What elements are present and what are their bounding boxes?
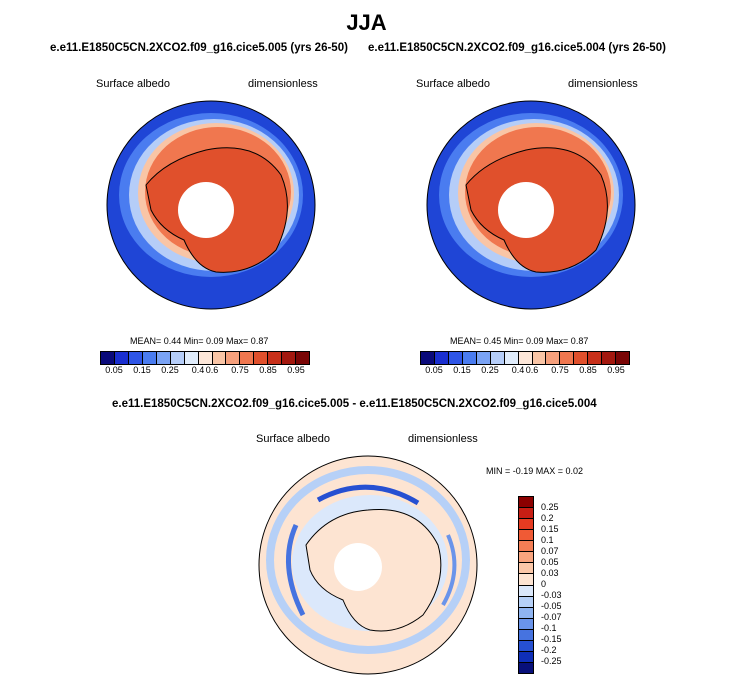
colorbar-swatch bbox=[559, 352, 574, 364]
colorbar-tick-label: 0.75 bbox=[231, 365, 249, 375]
colorbar-tick-label: 0.25 bbox=[161, 365, 179, 375]
main-title: JJA bbox=[346, 10, 387, 35]
colorbar-swatch bbox=[169, 352, 184, 364]
panel-2-polar-map bbox=[426, 100, 636, 310]
colorbar-swatch bbox=[253, 352, 268, 364]
colorbar-swatch bbox=[519, 595, 533, 607]
colorbar-swatch bbox=[239, 352, 254, 364]
colorbar-swatch bbox=[519, 628, 533, 640]
diff-colorbar bbox=[518, 496, 534, 674]
colorbar-tick-label: 0.03 bbox=[541, 568, 559, 578]
panel-2-stats: MEAN= 0.45 Min= 0.09 Max= 0.87 bbox=[450, 336, 589, 346]
colorbar-swatch bbox=[101, 352, 114, 364]
colorbar-tick-label: -0.25 bbox=[541, 656, 562, 666]
colorbar-tick-label: -0.07 bbox=[541, 612, 562, 622]
colorbar-swatch bbox=[225, 352, 240, 364]
diff-panel-title: e.e11.E1850C5CN.2XCO2.f09_g16.cice5.005 … bbox=[112, 398, 597, 410]
colorbar-tick-label: 0.07 bbox=[541, 546, 559, 556]
colorbar-tick-label: 0.05 bbox=[541, 557, 559, 567]
colorbar-swatch bbox=[601, 352, 616, 364]
colorbar-tick-label: 0.4 bbox=[511, 365, 525, 375]
colorbar-tick-label: 0.25 bbox=[481, 365, 499, 375]
colorbar-tick-label: -0.15 bbox=[541, 634, 562, 644]
colorbar-tick-label: 0.4 bbox=[191, 365, 205, 375]
panel-1-units-label: dimensionless bbox=[248, 78, 318, 90]
colorbar-swatch bbox=[531, 352, 546, 364]
colorbar-swatch bbox=[519, 507, 533, 519]
colorbar-swatch bbox=[295, 352, 310, 364]
colorbar-tick-label: 0.95 bbox=[607, 365, 625, 375]
colorbar-tick-label: -0.2 bbox=[541, 645, 557, 655]
colorbar-swatch bbox=[545, 352, 560, 364]
colorbar-swatch bbox=[519, 518, 533, 530]
colorbar-swatch bbox=[519, 497, 533, 508]
colorbar-tick-label: 0 bbox=[541, 579, 547, 589]
panel-2-variable-label: Surface albedo bbox=[416, 78, 490, 90]
colorbar-swatch bbox=[281, 352, 296, 364]
colorbar-swatch bbox=[519, 650, 533, 662]
colorbar-swatch bbox=[155, 352, 170, 364]
colorbar-swatch bbox=[197, 352, 212, 364]
colorbar-tick-label: 0.05 bbox=[105, 365, 123, 375]
colorbar-tick-label: -0.03 bbox=[541, 590, 562, 600]
colorbar-tick-label: 0.85 bbox=[259, 365, 277, 375]
colorbar-swatch bbox=[519, 573, 533, 585]
colorbar-swatch bbox=[447, 352, 462, 364]
colorbar-swatch bbox=[519, 562, 533, 574]
colorbar-swatch bbox=[519, 639, 533, 651]
colorbar-swatch bbox=[519, 584, 533, 596]
colorbar-swatch bbox=[573, 352, 588, 364]
panel-2-title: e.e11.E1850C5CN.2XCO2.f09_g16.cice5.004 … bbox=[368, 42, 666, 54]
colorbar-swatch bbox=[503, 352, 518, 364]
diff-colorbar-ticks: 0.25 0.2 0.15 0.1 0.07 0.05 0.03 0 -0.03 -0.05 -0.… bbox=[541, 496, 581, 672]
colorbar-swatch bbox=[267, 352, 282, 364]
colorbar-tick-label: -0.05 bbox=[541, 601, 562, 611]
colorbar-tick-label: 0.75 bbox=[551, 365, 569, 375]
colorbar-tick-label: 0.15 bbox=[541, 524, 559, 534]
colorbar-swatch bbox=[433, 352, 448, 364]
panel-1-title: e.e11.E1850C5CN.2XCO2.f09_g16.cice5.005 … bbox=[50, 42, 348, 54]
diff-panel-stats: MIN = -0.19 MAX = 0.02 bbox=[486, 466, 584, 476]
colorbar-swatch bbox=[475, 352, 490, 364]
colorbar-swatch bbox=[461, 352, 476, 364]
colorbar-swatch bbox=[587, 352, 602, 364]
colorbar-tick-label: 0.6 bbox=[205, 365, 219, 375]
colorbar-swatch bbox=[519, 551, 533, 563]
colorbar-tick-label: 0.15 bbox=[453, 365, 471, 375]
colorbar-swatch bbox=[183, 352, 198, 364]
colorbar-swatch bbox=[211, 352, 226, 364]
colorbar-swatch bbox=[141, 352, 156, 364]
colorbar-swatch bbox=[615, 352, 630, 364]
colorbar-tick-label: 0.6 bbox=[525, 365, 539, 375]
colorbar-tick-label: 0.95 bbox=[287, 365, 305, 375]
colorbar-swatch bbox=[519, 540, 533, 552]
colorbar-swatch bbox=[127, 352, 142, 364]
colorbar-swatch bbox=[519, 617, 533, 629]
colorbar-swatch bbox=[519, 529, 533, 541]
panel-1-polar-map bbox=[106, 100, 316, 310]
panel-2-colorbar: 0.05 0.15 0.25 0.4 0.6 0.75 0.85 0.95 bbox=[420, 351, 630, 377]
colorbar-swatch bbox=[519, 606, 533, 618]
panel-1-colorbar: 0.05 0.15 0.25 0.4 0.6 0.75 0.85 0.95 bbox=[100, 351, 310, 377]
colorbar-swatch bbox=[489, 352, 504, 364]
colorbar-tick-label: 0.1 bbox=[541, 535, 554, 545]
colorbar-tick-label: 0.15 bbox=[133, 365, 151, 375]
colorbar-tick-label: 0.25 bbox=[541, 502, 559, 512]
colorbar-swatch bbox=[113, 352, 128, 364]
colorbar-swatch bbox=[519, 661, 533, 673]
panel-2-units-label: dimensionless bbox=[568, 78, 638, 90]
diff-panel-variable-label: Surface albedo bbox=[256, 433, 330, 445]
colorbar-tick-label: 0.05 bbox=[425, 365, 443, 375]
colorbar-tick-label: -0.1 bbox=[541, 623, 557, 633]
panel-1-variable-label: Surface albedo bbox=[96, 78, 170, 90]
colorbar-swatch bbox=[517, 352, 532, 364]
diff-panel-units-label: dimensionless bbox=[408, 433, 478, 445]
colorbar-tick-label: 0.85 bbox=[579, 365, 597, 375]
diff-panel-polar-map bbox=[258, 455, 478, 675]
panel-1-stats: MEAN= 0.44 Min= 0.09 Max= 0.87 bbox=[130, 336, 269, 346]
colorbar-tick-label: 0.2 bbox=[541, 513, 554, 523]
colorbar-swatch bbox=[421, 352, 434, 364]
